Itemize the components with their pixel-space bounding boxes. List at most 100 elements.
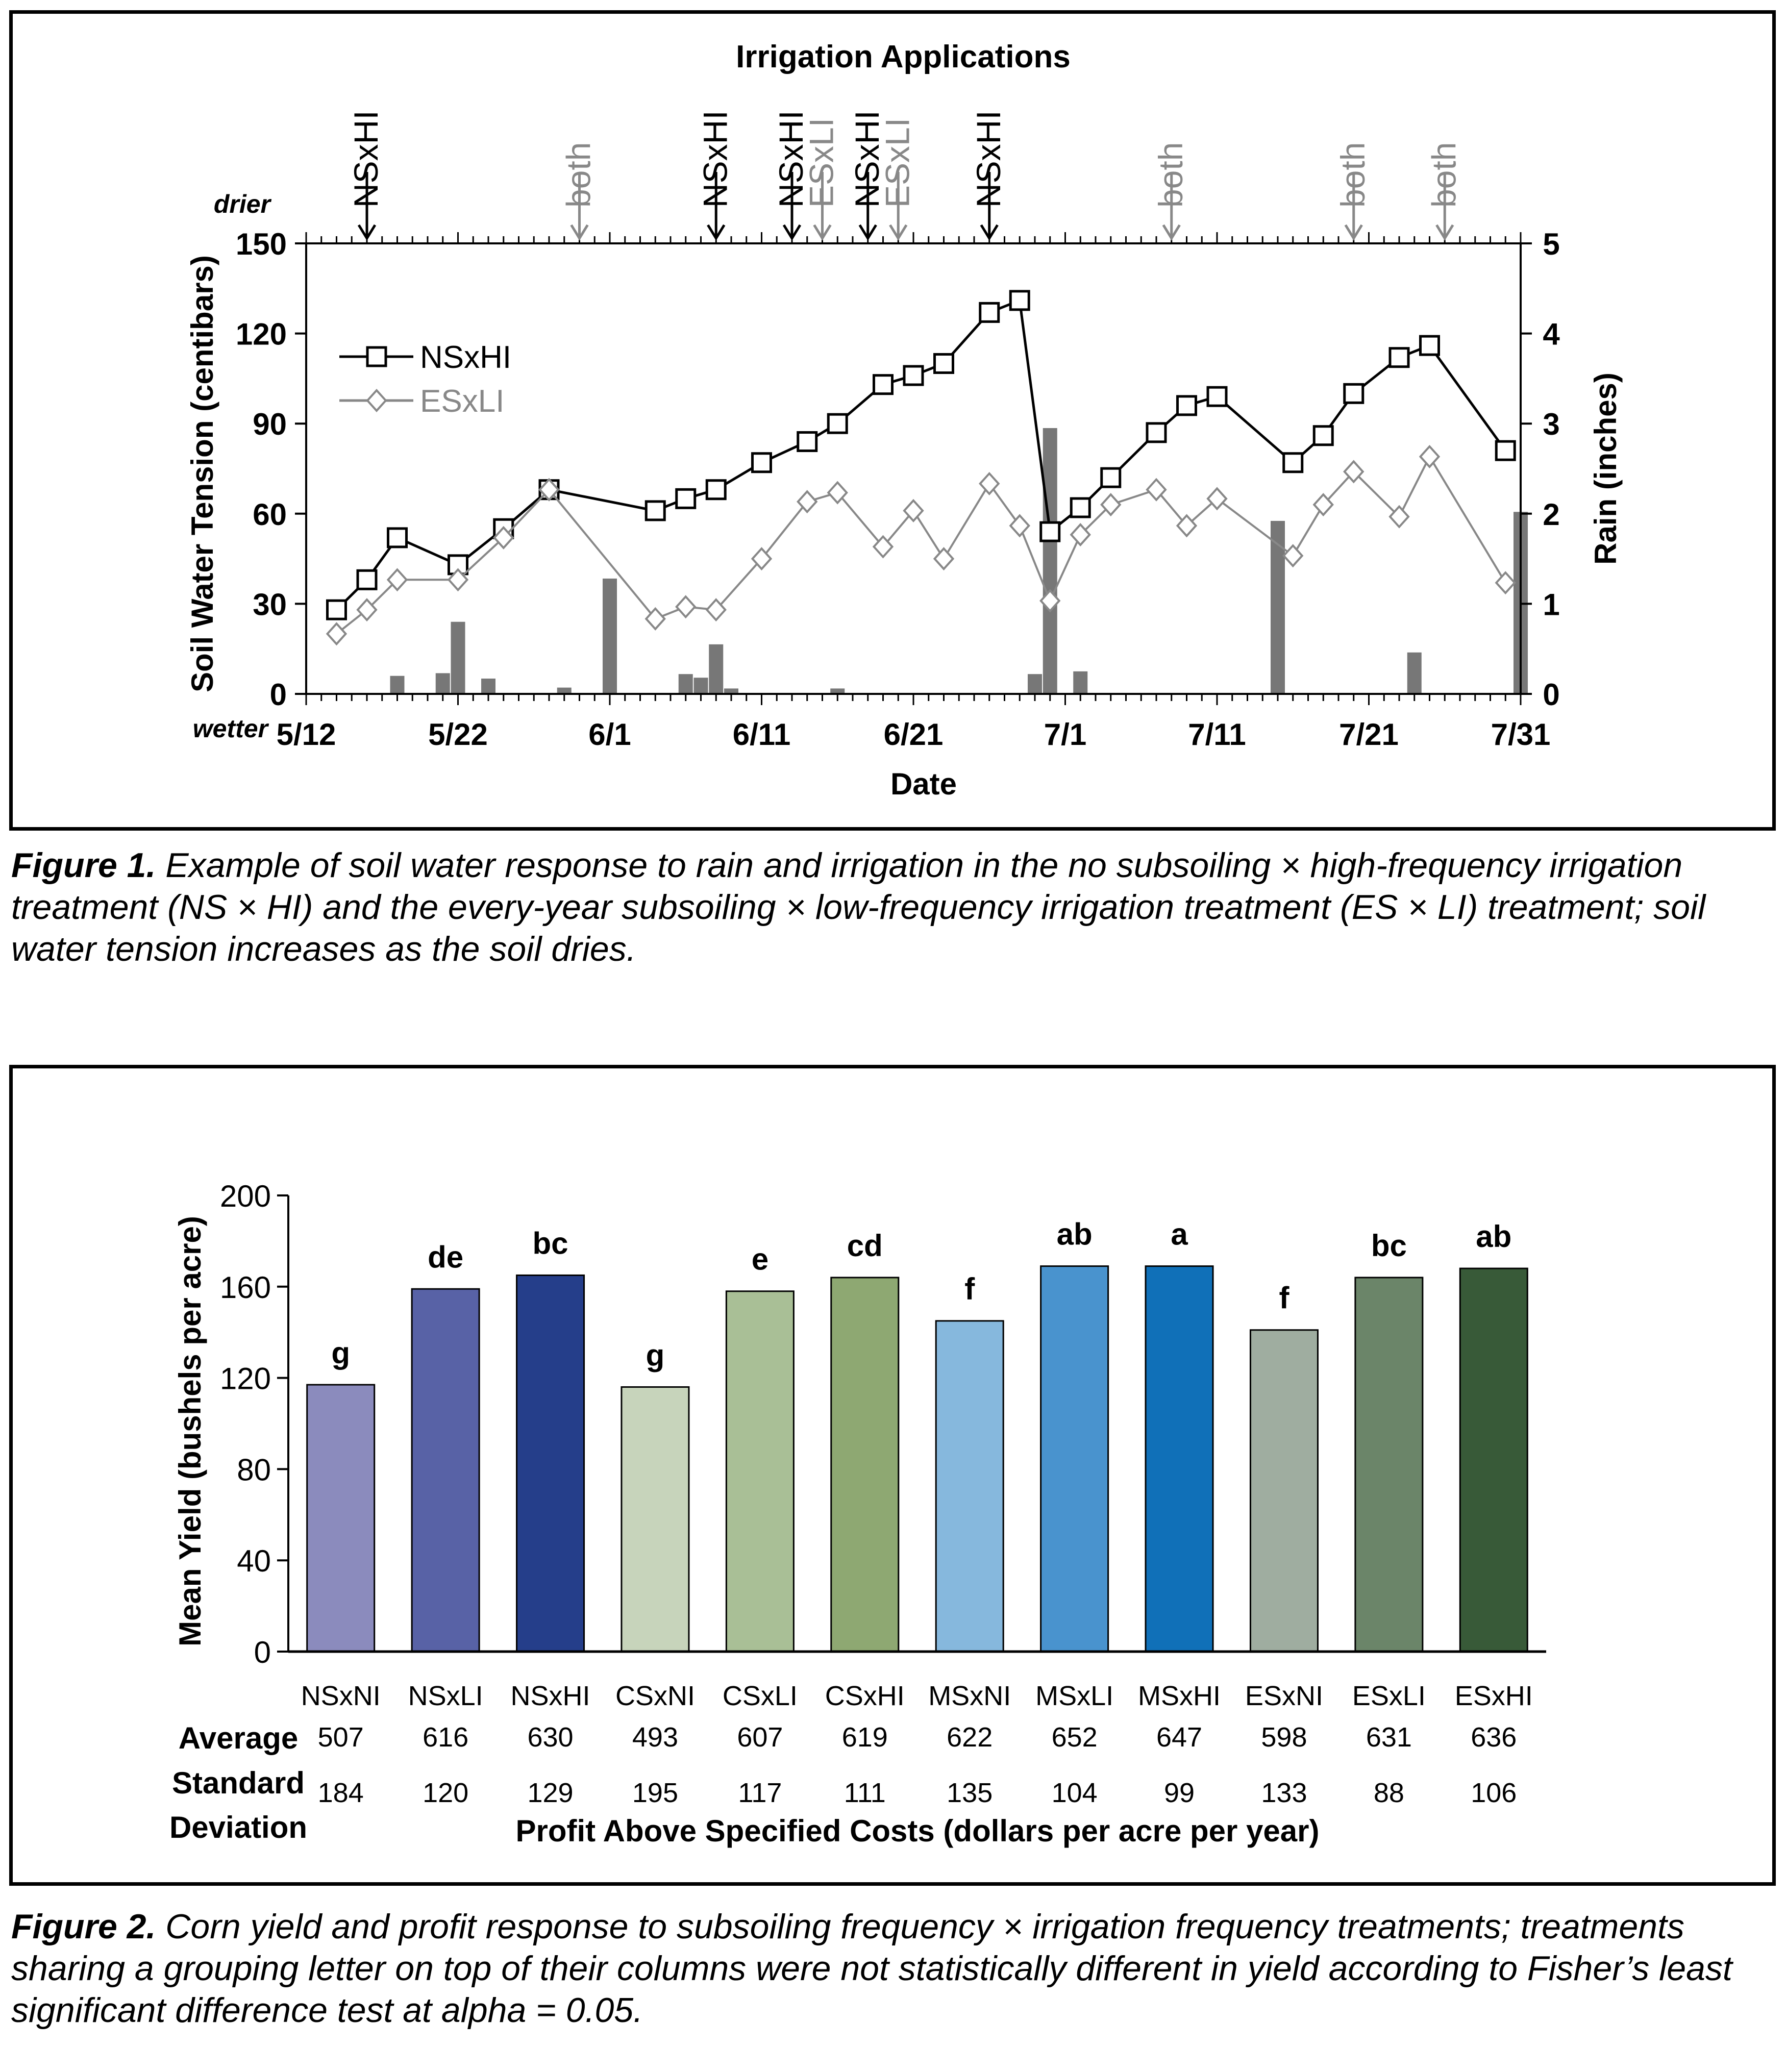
irrigation-event: NSxHI: [848, 110, 886, 241]
average-profit-value: 630: [527, 1722, 573, 1753]
series-line-ESxLI: [336, 454, 1506, 635]
std-dev-value: 104: [1052, 1778, 1098, 1808]
rain-bar: [678, 674, 693, 694]
y-tick-label: 160: [220, 1270, 271, 1305]
point-NSxHI: [1343, 383, 1365, 404]
point-ESxLI: [751, 547, 773, 571]
figure1-panel: 5/12 5/22 6/1 6/11 6/21 7/1 7/11 7/21 7/31 0 30 60 9…: [9, 10, 1776, 831]
irrigation-event: NSxHI: [347, 110, 385, 241]
legend-marker: [366, 346, 387, 367]
y2-tick-label: 0: [1543, 678, 1559, 712]
std-dev-value: 184: [318, 1778, 364, 1808]
y2-tick-label: 4: [1543, 317, 1560, 352]
point-ESxLI: [1039, 589, 1061, 613]
yield-bar: [1145, 1265, 1214, 1653]
irrigation-event: ESxLI: [878, 118, 916, 241]
point-NSxHI: [387, 527, 408, 548]
irrigation-event: both: [1425, 142, 1462, 241]
figure2-caption-text: Corn yield and profit response to subsoi…: [11, 1907, 1732, 2030]
y-tick-label: 90: [253, 407, 287, 441]
point-NSxHI: [1206, 386, 1228, 407]
point-ESxLI: [933, 547, 955, 571]
yield-bar: [1354, 1277, 1424, 1653]
irrigation-arrow-head: [570, 224, 589, 241]
rain-bar: [1271, 520, 1285, 694]
point-NSxHI: [1009, 290, 1030, 311]
y-tick-label: 200: [220, 1179, 271, 1213]
x-tick-label: 5/12: [277, 717, 336, 752]
series-line-NSxHI: [335, 298, 1507, 611]
x-tick-label: 5/22: [428, 717, 488, 752]
point-NSxHI: [644, 500, 666, 521]
point-ESxLI: [1312, 493, 1334, 517]
point-NSxHI: [356, 569, 378, 590]
yield-bar: [1459, 1267, 1528, 1653]
average-profit-value: 619: [842, 1722, 888, 1753]
point-ESxLI: [1009, 514, 1030, 538]
point-NSxHI: [1070, 497, 1091, 518]
rain-bar: [435, 673, 450, 694]
irrigation-arrow-head: [782, 224, 802, 241]
x-tick-label: 7/31: [1491, 717, 1551, 752]
irrigation-label: both: [560, 142, 598, 208]
profit-table-title: Profit Above Specified Costs (dollars pe…: [516, 1814, 1320, 1848]
irrigation-arrow-head: [889, 224, 908, 241]
average-profit-value: 607: [737, 1722, 783, 1753]
average-row-label: Average: [179, 1721, 299, 1755]
y-axis-label: Mean Yield (bushels per acre): [173, 1216, 207, 1646]
irrigation-label: both: [1152, 142, 1189, 208]
group-letter: a: [1171, 1217, 1188, 1252]
point-NSxHI: [1282, 452, 1304, 473]
yield-bar: [411, 1288, 480, 1653]
std-dev-value: 135: [947, 1778, 993, 1808]
group-letter: g: [646, 1338, 665, 1372]
y2-tick-label: 1: [1543, 587, 1559, 621]
legend-label: NSxHI: [420, 340, 511, 375]
category-label: ESxHI: [1455, 1681, 1533, 1711]
point-ESxLI: [1343, 460, 1365, 484]
average-profit-value: 622: [947, 1722, 993, 1753]
irrigation-arrow-head: [813, 224, 832, 241]
group-letter: g: [331, 1336, 350, 1370]
average-profit-value: 598: [1261, 1722, 1307, 1753]
category-label: NSxLI: [408, 1681, 483, 1711]
category-label: ESxLI: [1352, 1681, 1426, 1711]
point-NSxHI: [1039, 521, 1061, 542]
std-dev-value: 195: [632, 1778, 678, 1808]
point-NSxHI: [873, 374, 894, 395]
irrigation-label: both: [1334, 142, 1372, 208]
y-tick-label: 0: [270, 678, 287, 712]
point-ESxLI: [1146, 478, 1167, 502]
irrigation-event: ESxLI: [803, 118, 840, 241]
average-profit-value: 616: [423, 1722, 468, 1753]
point-ESxLI: [1206, 487, 1228, 511]
point-ESxLI: [326, 622, 348, 646]
point-NSxHI: [1312, 425, 1334, 446]
irrigation-label: NSxHI: [848, 110, 886, 208]
point-ESxLI: [493, 526, 514, 550]
average-profit-value: 493: [632, 1722, 678, 1753]
point-NSxHI: [827, 413, 848, 434]
rain-bar: [1407, 652, 1422, 694]
rain-bar: [603, 578, 617, 694]
y-tick-label: 80: [237, 1453, 271, 1487]
x-axis-label: Date: [890, 767, 957, 801]
group-letter: ab: [1057, 1217, 1093, 1252]
irrigation-arrow-head: [1435, 224, 1454, 241]
irrigation-arrow-head: [980, 224, 999, 241]
std-dev-value: 111: [844, 1778, 886, 1808]
x-tick-label: 7/11: [1188, 717, 1246, 752]
point-NSxHI: [448, 554, 468, 576]
std-dev-value: 88: [1374, 1778, 1404, 1808]
yield-bar: [725, 1290, 795, 1653]
point-NSxHI: [1146, 422, 1167, 443]
irrigation-event: both: [1152, 142, 1189, 241]
point-NSxHI: [1176, 395, 1197, 416]
point-ESxLI: [675, 595, 697, 619]
y-tick-label: 40: [237, 1544, 271, 1578]
irrigation-label: NSxHI: [347, 110, 385, 208]
point-NSxHI: [797, 431, 818, 453]
y-tick-label: 60: [253, 497, 287, 532]
rain-bar: [724, 688, 738, 694]
irrigation-arrow-head: [707, 224, 726, 241]
